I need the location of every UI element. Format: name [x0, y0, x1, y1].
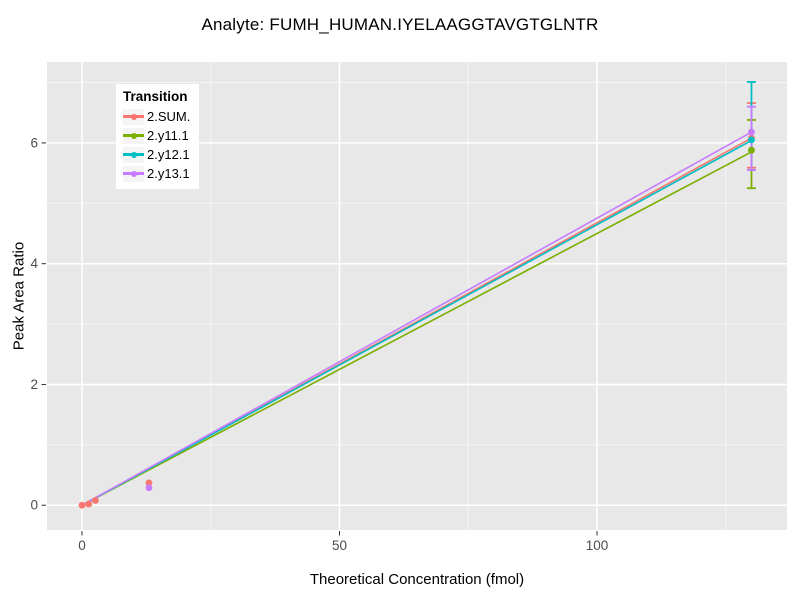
legend-items: 2.SUM. 2.y11.1 2.y12.1 2.y13.1: [123, 107, 190, 183]
legend-key-dot: [130, 151, 137, 158]
x-tick-label: 50: [332, 538, 347, 553]
legend-item: 2.y11.1: [123, 126, 190, 145]
legend-item-label: 2.y13.1: [147, 166, 190, 181]
legend-key-dot: [130, 113, 137, 120]
legend-key-icon: [123, 108, 144, 125]
x-axis-label: Theoretical Concentration (fmol): [309, 571, 525, 588]
y-tick-label: 0: [30, 498, 38, 513]
data-point: [145, 484, 153, 492]
legend-key-dot: [130, 170, 137, 177]
legend-item: 2.y12.1: [123, 145, 190, 164]
legend-key-dot: [130, 132, 137, 139]
data-point: [92, 497, 99, 504]
x-tick-label: 100: [586, 538, 609, 553]
fit-line: [81, 139, 752, 506]
data-point: [748, 146, 755, 154]
legend-item: 2.SUM.: [123, 107, 190, 126]
legend-item-label: 2.y12.1: [147, 147, 190, 162]
data-point: [78, 501, 86, 509]
fit-line: [81, 151, 752, 506]
y-tick-label: 2: [30, 377, 38, 392]
data-point: [748, 136, 755, 144]
legend-item: 2.y13.1: [123, 164, 190, 183]
y-tick-label: 4: [30, 256, 38, 271]
y-tick-label: 6: [30, 135, 38, 150]
legend: Transition 2.SUM. 2.y11.1 2.y12.1 2.y13.1: [116, 84, 200, 189]
data-point: [748, 128, 755, 136]
x-tick-label: 0: [78, 538, 86, 553]
data-point: [85, 500, 93, 508]
chart-title: Analyte: FUMH_HUMAN.IYELAAGGTAVGTGLNTR: [201, 15, 599, 34]
fit-line: [81, 131, 752, 506]
data-point: [145, 479, 153, 487]
legend-title: Transition: [123, 89, 188, 104]
y-axis-label: Peak Area Ratio: [10, 241, 28, 351]
legend-key-icon: [123, 127, 144, 144]
legend-key-icon: [123, 165, 144, 182]
legend-item-label: 2.y11.1: [147, 128, 189, 143]
legend-key-icon: [123, 146, 144, 163]
legend-item-label: 2.SUM.: [147, 109, 191, 124]
